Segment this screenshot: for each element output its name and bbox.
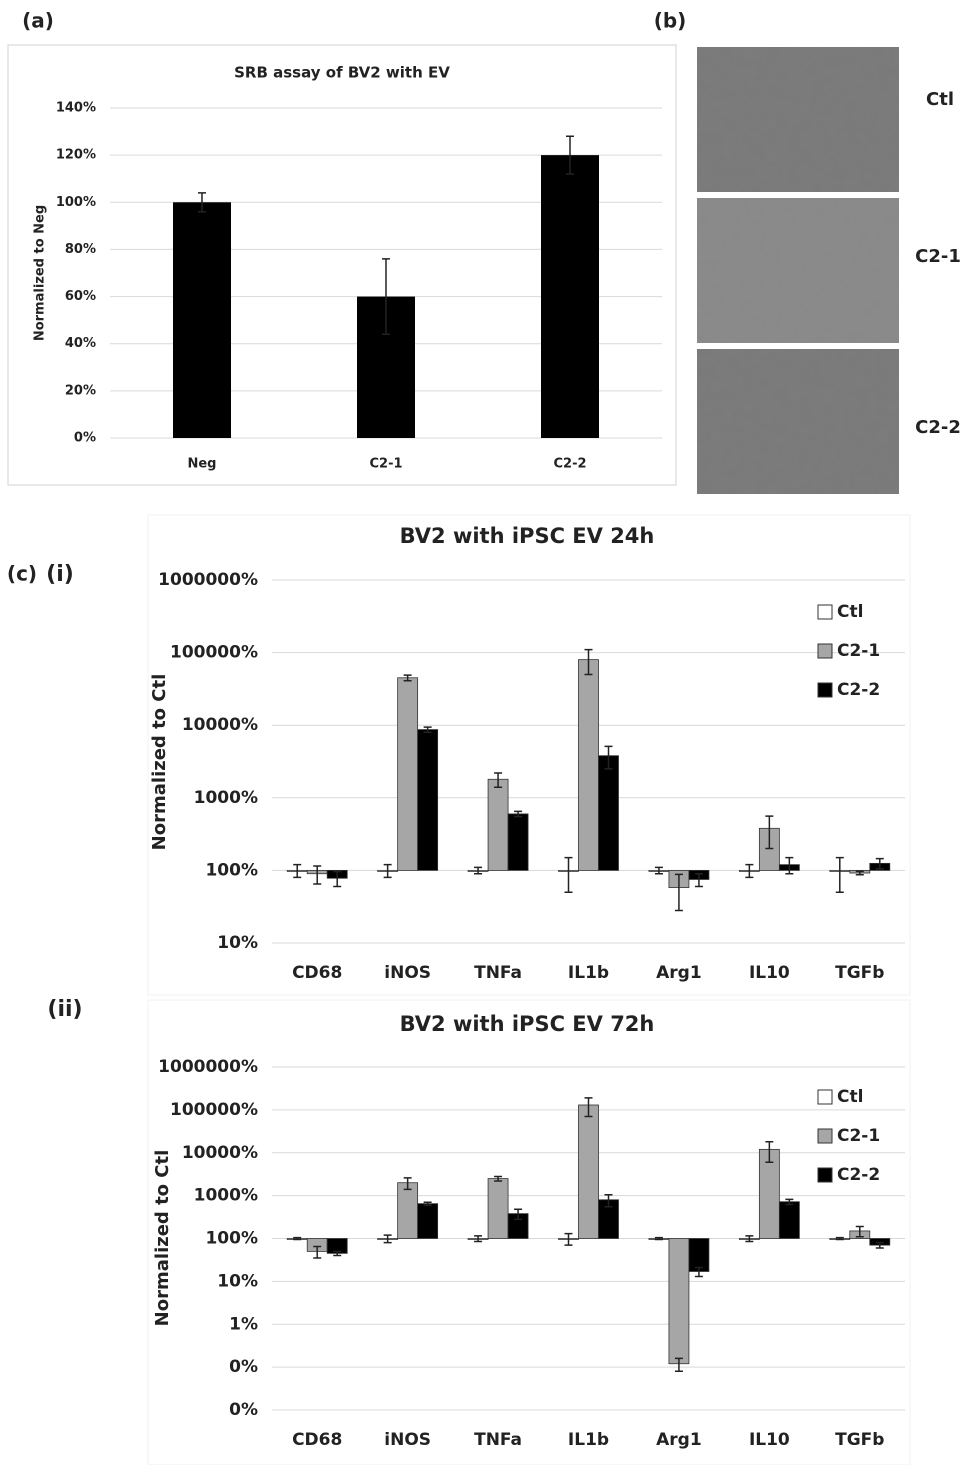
micrograph-texture [697, 47, 899, 192]
x-tick-label: CD68 [292, 1430, 342, 1450]
chart-title: BV2 with iPSC EV 72h [400, 1012, 655, 1036]
x-tick-label: iNOS [384, 1430, 431, 1450]
y-tick-label: 80% [65, 242, 96, 257]
chart-title: SRB assay of BV2 with EV [234, 64, 450, 82]
bar [599, 756, 619, 871]
y-tick-label: 100000% [170, 643, 258, 663]
panel-frame [148, 515, 910, 995]
x-tick-label: IL10 [749, 1430, 790, 1450]
y-tick-label: 120% [56, 148, 96, 163]
y-tick-label: 60% [65, 289, 96, 304]
y-tick-label: 40% [65, 336, 96, 351]
legend-label: C2-1 [837, 1126, 880, 1146]
x-tick-label: IL10 [749, 963, 790, 983]
legend-swatch [818, 644, 832, 658]
legend-swatch [818, 605, 832, 619]
y-tick-label: 10% [217, 1271, 258, 1291]
panel-label: (c) [7, 562, 37, 586]
y-tick-label: 100% [205, 860, 258, 880]
x-tick-label: Arg1 [656, 1430, 702, 1450]
legend-label: Ctl [837, 1087, 863, 1107]
y-tick-label: 1000% [194, 788, 258, 808]
y-tick-label: 100% [205, 1229, 258, 1249]
y-tick-label: 10000% [182, 715, 258, 735]
y-tick-label: 10000% [182, 1143, 258, 1163]
y-tick-label: 10% [217, 933, 258, 953]
x-tick-label: TGFb [835, 1430, 884, 1450]
panel-label: (ii) [47, 997, 82, 1022]
x-tick-label: TNFa [474, 963, 522, 983]
bar [579, 1105, 599, 1239]
legend-swatch [818, 1129, 832, 1143]
bar [689, 1239, 709, 1272]
bar [173, 202, 231, 438]
figure: (b) Ctl C2-1 C2-2 SRB assay of BV2 with … [0, 0, 961, 1465]
legend-swatch [818, 1090, 832, 1104]
bar [779, 1202, 799, 1239]
y-tick-label: 0% [229, 1357, 258, 1377]
bar [579, 660, 599, 871]
y-axis-label: Normalized to Ctl [152, 1150, 173, 1327]
legend-swatch [818, 1168, 832, 1182]
y-tick-label: 140% [56, 101, 96, 116]
x-tick-label: Neg [187, 457, 216, 472]
y-axis-label: Normalized to Ctl [149, 674, 170, 851]
micrograph-texture [697, 198, 899, 343]
x-tick-label: IL1b [568, 1430, 609, 1450]
x-tick-label: TNFa [474, 1430, 522, 1450]
y-tick-label: 1000000% [158, 570, 258, 590]
bar [541, 155, 599, 438]
bar [488, 779, 508, 870]
micrograph-texture [697, 349, 899, 494]
image-caption: Ctl [926, 89, 954, 110]
legend-label: Ctl [837, 602, 863, 622]
y-tick-label: 0% [74, 431, 96, 446]
legend-swatch [818, 683, 832, 697]
bar [488, 1179, 508, 1239]
y-tick-label: 1000000% [158, 1057, 258, 1077]
x-tick-label: C2-1 [369, 457, 402, 472]
bar [418, 1204, 438, 1239]
y-tick-label: 1000% [194, 1186, 258, 1206]
y-tick-label: 100% [56, 195, 96, 210]
micrographs [697, 47, 899, 494]
bar [508, 814, 528, 870]
legend-label: C2-2 [837, 680, 880, 700]
x-tick-label: IL1b [568, 963, 609, 983]
y-tick-label: 0% [229, 1400, 258, 1420]
panel-label: (a) [22, 9, 54, 33]
x-tick-label: CD68 [292, 963, 342, 983]
legend-label: C2-2 [837, 1165, 880, 1185]
bar [669, 1239, 689, 1364]
image-caption: C2-2 [915, 417, 961, 438]
x-tick-label: iNOS [384, 963, 431, 983]
x-tick-label: C2-2 [553, 457, 586, 472]
chart-title: BV2 with iPSC EV 24h [400, 524, 655, 548]
bar [418, 730, 438, 871]
bar [398, 1183, 418, 1239]
bar [398, 678, 418, 871]
y-tick-label: 20% [65, 383, 96, 398]
panel-label: (i) [46, 562, 74, 587]
x-tick-label: Arg1 [656, 963, 702, 983]
legend-label: C2-1 [837, 641, 880, 661]
y-tick-label: 1% [229, 1314, 258, 1334]
y-tick-label: 100000% [170, 1100, 258, 1120]
image-caption: C2-1 [915, 246, 961, 267]
y-axis-label: Normalized to Neg [33, 205, 48, 341]
panel-label: (b) [654, 9, 687, 33]
x-tick-label: TGFb [835, 963, 884, 983]
